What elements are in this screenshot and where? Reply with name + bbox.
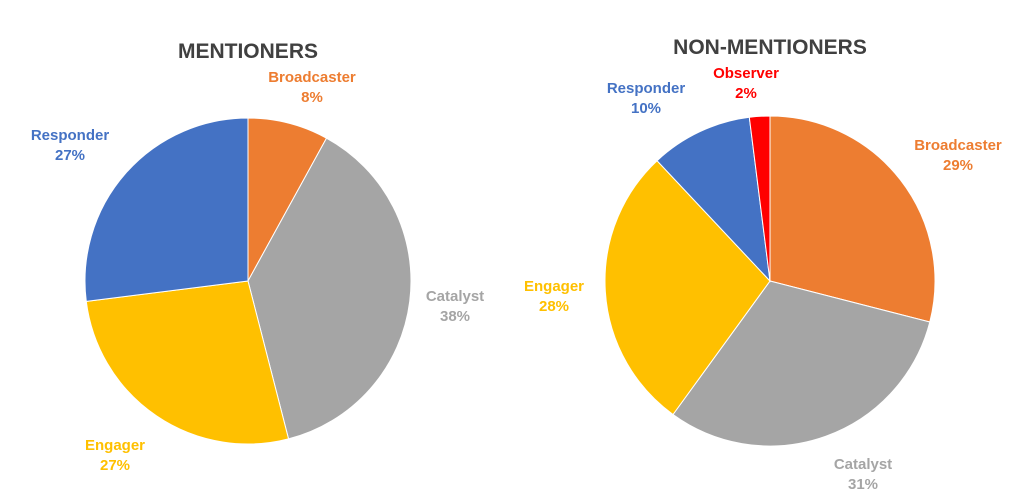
slice-value-observer: 2% <box>735 85 757 102</box>
mentioners-chart-title: MENTIONERS <box>178 40 318 63</box>
slice-value-engager: 28% <box>539 298 569 315</box>
slice-label-engager: Engager <box>85 437 145 454</box>
non-mentioners-pie-chart: NON-MENTIONERS Broadcaster 29% Catalyst 31%… <box>524 36 1002 493</box>
slice-value-catalyst: 38% <box>440 308 470 325</box>
pie-slice-responder <box>84 117 249 302</box>
slice-value-engager: 27% <box>100 457 130 474</box>
mentioners-pie-chart: MENTIONERS Broadcaster 8% Catalyst 38% Engag… <box>31 40 484 474</box>
pie-slice-catalyst <box>672 280 931 447</box>
slice-label-engager: Engager <box>524 278 584 295</box>
non-mentioners-chart-title: NON-MENTIONERS <box>673 36 867 59</box>
slice-value-responder: 10% <box>631 100 661 117</box>
slice-label-responder: Responder <box>31 127 110 144</box>
slice-value-broadcaster: 29% <box>943 157 973 174</box>
slice-label-broadcaster: Broadcaster <box>914 137 1002 154</box>
slice-value-responder: 27% <box>55 147 85 164</box>
slice-label-broadcaster: Broadcaster <box>268 69 356 86</box>
slice-value-catalyst: 31% <box>848 476 878 493</box>
slice-label-catalyst: Catalyst <box>426 288 484 305</box>
pie-slice-responder <box>656 116 771 283</box>
pie-slice-observer <box>748 115 771 282</box>
pie-slice-catalyst <box>247 137 412 440</box>
slice-value-broadcaster: 8% <box>301 89 323 106</box>
pie-slice-engager <box>604 160 771 416</box>
pie-slice-broadcaster <box>769 115 936 323</box>
slice-label-observer: Observer <box>713 65 779 82</box>
slice-label-catalyst: Catalyst <box>834 456 892 473</box>
pie-slice-engager <box>85 280 290 445</box>
slice-label-responder: Responder <box>607 80 686 97</box>
